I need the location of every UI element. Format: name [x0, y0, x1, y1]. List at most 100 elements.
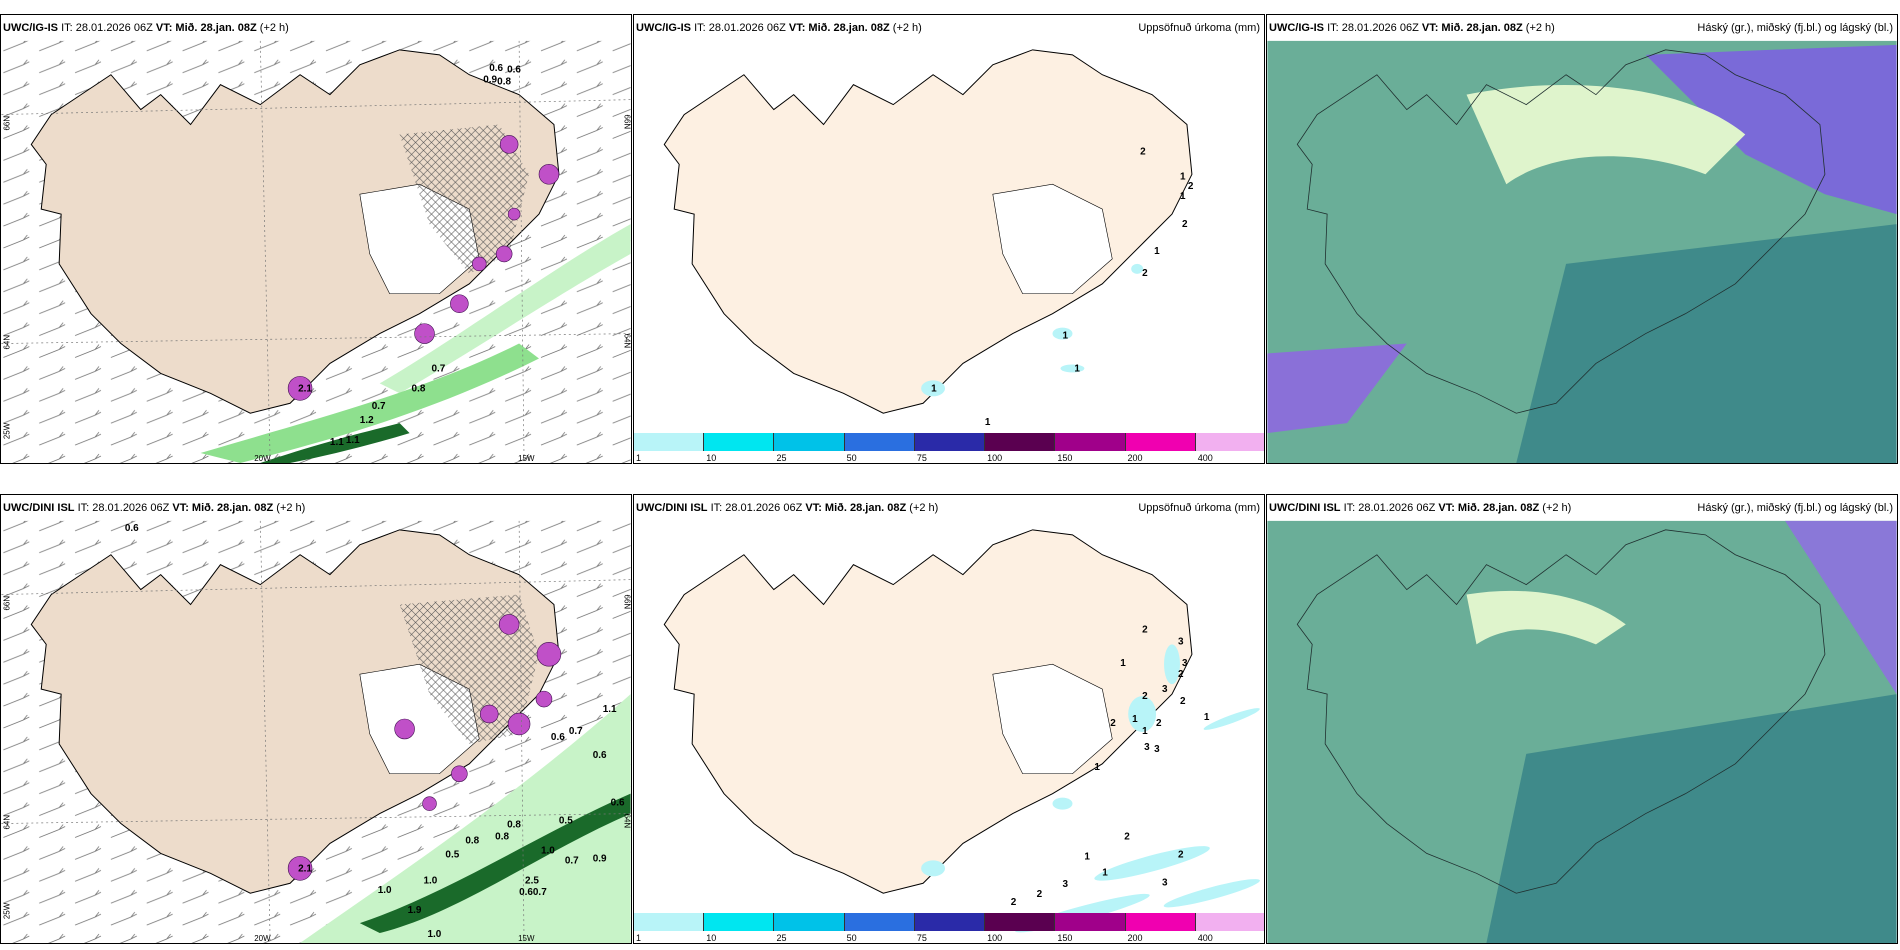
colorbar-swatch — [634, 913, 705, 931]
colorbar-swatch — [914, 913, 986, 931]
precip-label: 1 — [1204, 712, 1210, 723]
lon-label: 20W — [254, 934, 271, 943]
colorbar-tick: 75 — [916, 933, 927, 943]
colorbar-tick: 150 — [1057, 933, 1073, 943]
wind-label: 1.0 — [378, 885, 392, 896]
precip-label: 1 — [1142, 726, 1148, 737]
precip-label: 2 — [1124, 831, 1130, 842]
precip-label: 3 — [1144, 742, 1150, 753]
precip-label: 2 — [1037, 889, 1043, 900]
lon-label: 25W — [2, 902, 11, 919]
precip-label: 1 — [985, 417, 991, 428]
valid-time-label: VT: — [1421, 22, 1439, 34]
valid-time-label: VT: — [172, 502, 189, 514]
wind-label: 0.7 — [569, 726, 583, 737]
precip-label: 3 — [1154, 744, 1160, 755]
colorbar: 1 10 25 50 75 100 150 200 400 — [634, 913, 1264, 943]
colorbar-tick: 25 — [776, 933, 787, 943]
colorbar-swatch — [1195, 433, 1264, 451]
colorbar-swatch — [1195, 913, 1264, 931]
lead-time: (+2 h) — [1525, 22, 1555, 34]
precip-label: 1 — [1102, 867, 1108, 878]
lon-label: 25W — [2, 422, 11, 439]
precip-label: 2 — [1180, 696, 1186, 707]
wind-label: 0.8 — [495, 831, 509, 842]
wind-label: 0.7 — [431, 363, 445, 374]
colorbar-swatch — [985, 433, 1056, 451]
colorbar-swatch — [704, 433, 775, 451]
colorbar-tick: 1 — [636, 933, 642, 943]
wind-map[interactable]: 0.6 0.6 0.9 0.8 0.7 0.8 0.7 1.2 1.1 1.1 … — [1, 15, 631, 463]
lon-label: 15W — [518, 934, 535, 943]
wind-label: 0.6 — [507, 65, 521, 76]
iceland-land — [663, 529, 1193, 894]
precip-label: 2 — [1142, 624, 1148, 635]
gust-band-strong — [359, 793, 631, 934]
lat-label: 66N — [623, 595, 631, 610]
wind-label: 1.1 — [346, 435, 360, 446]
lat-label: 64N — [2, 815, 11, 830]
precip-label: 1 — [931, 383, 937, 394]
precip-map[interactable]: 2 1 2 1 2 1 2 1 1 1 1 — [634, 15, 1264, 463]
wind-label: 1.2 — [360, 415, 374, 426]
colorbar-swatch — [844, 913, 915, 931]
valid-time: Mið. 28.jan. 08Z — [1457, 502, 1540, 514]
precip-areas — [921, 263, 1144, 397]
colorbar-tick: 10 — [706, 933, 717, 943]
model-name: UWC/IG-IS — [3, 22, 58, 34]
gust-band — [379, 224, 631, 394]
precip-label: 2 — [1156, 718, 1162, 729]
precip-map[interactable]: 2 3 1 3 2 3 2 2 1 1 2 2 3 3 1 1 2 2 1 3 … — [634, 495, 1264, 943]
panel-header: UWC/DINI ISL IT: 28.01.2026 06Z VT: Mið.… — [1, 495, 631, 521]
init-time: IT: 28.01.2026 06Z — [61, 22, 153, 34]
wind-label: 1.9 — [408, 905, 422, 916]
colorbar-tick: 25 — [776, 453, 787, 463]
wind-label: 0.9 — [483, 75, 497, 86]
init-time: IT: 28.01.2026 06Z — [694, 22, 786, 34]
colorbar-swatch — [704, 913, 775, 931]
panel-header: UWC/IG-IS IT: 28.01.2026 06Z VT: Mið. 28… — [634, 15, 1264, 41]
lat-label: 64N — [623, 334, 631, 349]
glacier — [992, 183, 1113, 295]
cloud-map[interactable] — [1267, 15, 1897, 463]
init-time: IT: 28.01.2026 06Z — [77, 502, 170, 514]
precip-label: 2 — [1188, 181, 1194, 192]
colorbar-tick: 10 — [706, 453, 717, 463]
colorbar-swatch — [914, 433, 986, 451]
gust-band — [200, 343, 540, 463]
lead-time: (+2 h) — [1542, 502, 1572, 514]
precip-label: 1 — [1132, 714, 1138, 725]
precip-label: 1 — [1180, 191, 1186, 202]
init-time: IT: 28.01.2026 06Z — [1327, 22, 1419, 34]
panel-precip-ig: UWC/IG-IS IT: 28.01.2026 06Z VT: Mið. 28… — [633, 14, 1265, 464]
precip-label: 2 — [1178, 669, 1184, 680]
colorbar-swatch — [774, 433, 845, 451]
mid-cloud — [1466, 590, 1626, 645]
wind-label: 1.0 — [424, 875, 438, 886]
model-name: UWC/DINI ISL — [3, 502, 75, 514]
panel-title: Uppsöfnuð úrkoma (mm) — [1138, 22, 1260, 34]
graticule — [1, 520, 631, 943]
lon-label: 20W — [254, 454, 271, 463]
lead-time: (+2 h) — [909, 502, 939, 514]
wind-map[interactable]: 0.6 1.1 0.6 0.7 0.6 0.6 0.5 0.8 0.8 0.5 … — [1, 495, 631, 943]
lat-label: 66N — [2, 596, 11, 611]
panel-clouds-dini: UWC/DINI ISL IT: 28.01.2026 06Z VT: Mið.… — [1266, 494, 1898, 944]
precip-label: 2 — [1011, 897, 1017, 908]
high-cloud — [1645, 44, 1897, 215]
cloud-map[interactable] — [1267, 495, 1897, 943]
mid-cloud — [1466, 85, 1746, 185]
model-name: UWC/DINI ISL — [636, 502, 708, 514]
valid-time: Mið. 28.jan. 08Z — [824, 502, 907, 514]
panel-header: UWC/IG-IS IT: 28.01.2026 06Z VT: Mið. 28… — [1267, 15, 1897, 41]
wind-label: 1.1 — [330, 437, 344, 448]
colorbar-swatch — [985, 913, 1056, 931]
valid-time: Mið. 28.jan. 08Z — [808, 22, 890, 34]
panel-clouds-ig: UWC/IG-IS IT: 28.01.2026 06Z VT: Mið. 28… — [1266, 14, 1898, 464]
precip-label: 1 — [1154, 246, 1160, 257]
panel-header: UWC/DINI ISL IT: 28.01.2026 06Z VT: Mið.… — [1267, 495, 1897, 521]
wind-label: 2.1 — [298, 383, 312, 394]
precip-label: 1 — [1062, 331, 1068, 342]
wind-label: 0.7 — [372, 401, 386, 412]
model-name: UWC/DINI ISL — [1269, 502, 1341, 514]
